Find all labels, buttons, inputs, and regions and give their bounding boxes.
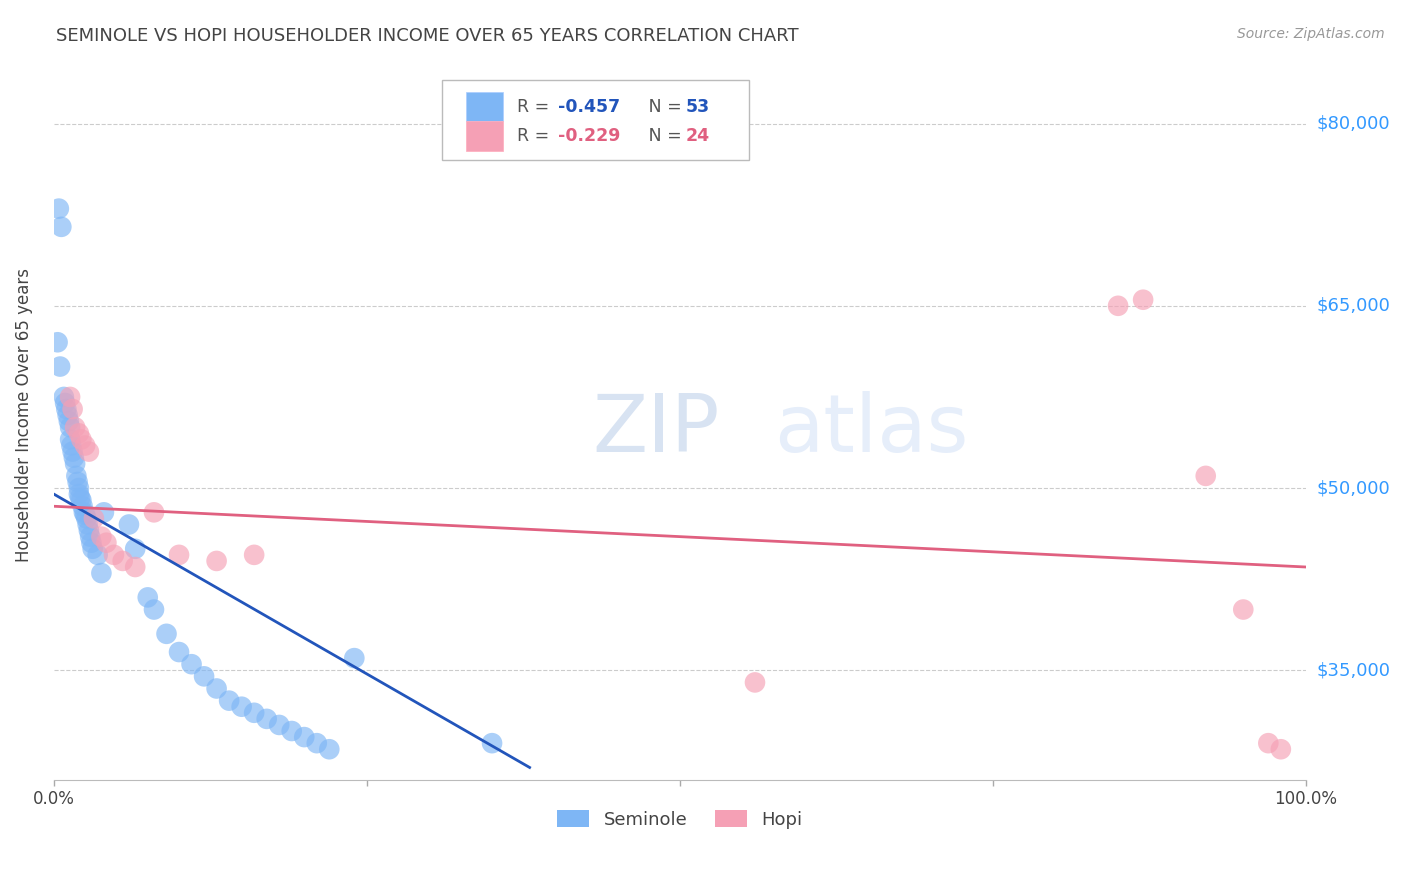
Point xyxy=(292,730,315,744)
Point xyxy=(48,202,70,216)
Point xyxy=(205,681,228,696)
Point xyxy=(63,457,86,471)
Point xyxy=(1195,469,1218,483)
Point xyxy=(72,500,94,514)
Point xyxy=(167,645,190,659)
FancyBboxPatch shape xyxy=(465,92,503,121)
Point xyxy=(53,396,76,410)
Point xyxy=(63,420,86,434)
Point xyxy=(256,712,278,726)
Text: N =: N = xyxy=(633,98,688,116)
Point xyxy=(280,724,302,739)
Point xyxy=(243,548,266,562)
Text: 53: 53 xyxy=(686,98,710,116)
Point xyxy=(305,736,328,750)
Text: $50,000: $50,000 xyxy=(1317,479,1391,497)
Point xyxy=(1107,299,1129,313)
Legend: Seminole, Hopi: Seminole, Hopi xyxy=(550,803,810,836)
Text: $80,000: $80,000 xyxy=(1317,114,1391,133)
Point xyxy=(77,524,100,538)
Text: atlas: atlas xyxy=(773,391,969,468)
Text: 24: 24 xyxy=(686,127,710,145)
Text: R =: R = xyxy=(517,127,555,145)
Point xyxy=(67,481,90,495)
Point xyxy=(69,491,91,505)
Point xyxy=(103,548,125,562)
Point xyxy=(744,675,766,690)
Point xyxy=(59,433,82,447)
FancyBboxPatch shape xyxy=(465,121,503,151)
Point xyxy=(167,548,190,562)
Point xyxy=(80,535,103,549)
Point xyxy=(86,548,108,562)
Point xyxy=(93,505,115,519)
Y-axis label: Householder Income Over 65 years: Householder Income Over 65 years xyxy=(15,268,32,562)
Point xyxy=(1232,602,1254,616)
Point xyxy=(231,699,253,714)
Point xyxy=(90,530,112,544)
Text: -0.229: -0.229 xyxy=(558,127,621,145)
Text: $35,000: $35,000 xyxy=(1317,661,1391,680)
Point xyxy=(269,718,291,732)
Point xyxy=(62,402,84,417)
Point xyxy=(90,566,112,580)
Point xyxy=(73,505,96,519)
Point xyxy=(56,408,79,422)
Point xyxy=(193,669,215,683)
Point xyxy=(49,359,72,374)
Point xyxy=(58,414,80,428)
Text: R =: R = xyxy=(517,98,555,116)
Text: N =: N = xyxy=(633,127,688,145)
Point xyxy=(1132,293,1154,307)
Text: ZIP: ZIP xyxy=(592,391,720,468)
Point xyxy=(66,475,89,489)
Point xyxy=(75,508,97,522)
Point xyxy=(136,591,159,605)
Point xyxy=(70,433,93,447)
FancyBboxPatch shape xyxy=(441,80,749,160)
Point xyxy=(70,493,93,508)
Point xyxy=(218,693,240,707)
Point xyxy=(67,487,90,501)
Point xyxy=(83,511,105,525)
Point xyxy=(343,651,366,665)
Point xyxy=(1270,742,1292,756)
Point xyxy=(111,554,134,568)
Point xyxy=(143,602,166,616)
Point xyxy=(180,657,202,672)
Point xyxy=(46,335,69,350)
Point xyxy=(481,736,503,750)
Point xyxy=(65,469,87,483)
Text: SEMINOLE VS HOPI HOUSEHOLDER INCOME OVER 65 YEARS CORRELATION CHART: SEMINOLE VS HOPI HOUSEHOLDER INCOME OVER… xyxy=(56,27,799,45)
Point xyxy=(79,530,101,544)
Text: -0.457: -0.457 xyxy=(558,98,620,116)
Point xyxy=(82,541,104,556)
Text: $65,000: $65,000 xyxy=(1317,297,1391,315)
Point xyxy=(75,511,97,525)
Text: Source: ZipAtlas.com: Source: ZipAtlas.com xyxy=(1237,27,1385,41)
Point xyxy=(143,505,166,519)
Point xyxy=(155,627,177,641)
Point xyxy=(124,560,146,574)
Point xyxy=(118,517,141,532)
Point xyxy=(76,517,98,532)
Point xyxy=(52,390,75,404)
Point xyxy=(96,535,118,549)
Point xyxy=(124,541,146,556)
Point xyxy=(1257,736,1279,750)
Point xyxy=(62,444,84,458)
Point xyxy=(67,426,90,441)
Point xyxy=(243,706,266,720)
Point xyxy=(59,420,82,434)
Point xyxy=(59,390,82,404)
Point xyxy=(75,438,97,452)
Point xyxy=(51,219,73,234)
Point xyxy=(205,554,228,568)
Point xyxy=(63,450,86,465)
Point xyxy=(318,742,340,756)
Point xyxy=(77,444,100,458)
Point xyxy=(60,438,83,452)
Point xyxy=(55,402,77,417)
